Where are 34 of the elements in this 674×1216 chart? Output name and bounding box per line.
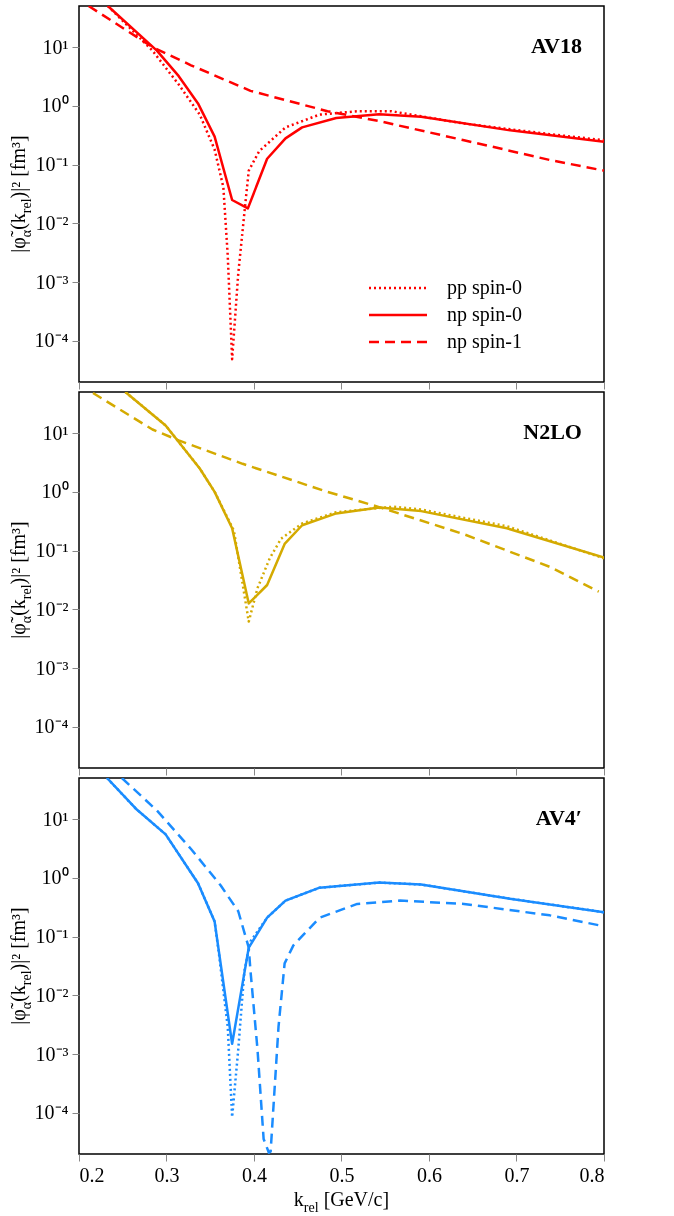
x-tick-label: 0.3: [154, 1163, 180, 1186]
y-tick-label: 10⁻⁴: [34, 715, 69, 738]
x-tick-label: 0.7: [504, 1163, 530, 1186]
text: AV4′: [535, 805, 582, 830]
y-tick-label: 10⁻²: [35, 983, 69, 1006]
y-axis-title: |φ̃α(krel)|² [fm³]: [7, 521, 34, 639]
y-axis-title: |φ̃α(krel)|² [fm³]: [7, 907, 34, 1025]
text: N2LO: [523, 419, 582, 444]
legend-label: np spin-1: [447, 330, 522, 353]
y-tick-label: 10⁻³: [35, 656, 69, 679]
text: AV18: [531, 33, 582, 58]
y-tick-label: 10¹: [42, 807, 69, 830]
y-tick-label: 10¹: [42, 35, 69, 58]
y-tick-label: 10⁻¹: [35, 925, 69, 948]
y-axis-title: |φ̃α(krel)|² [fm³]: [7, 135, 34, 253]
legend-label: np spin-0: [447, 303, 522, 326]
y-tick-label: 10⁰: [41, 94, 69, 117]
y-tick-label: 10⁻⁴: [34, 1101, 69, 1124]
y-tick-label: 10⁻⁴: [34, 329, 69, 352]
x-tick-label: 0.6: [417, 1163, 442, 1186]
x-tick-label: 0.8: [579, 1163, 605, 1186]
y-tick-label: 10⁰: [41, 866, 69, 889]
y-tick-label: 10⁻³: [35, 270, 69, 293]
x-tick-label: 0.4: [242, 1163, 267, 1186]
y-tick-label: 10¹: [42, 421, 69, 444]
x-tick-label: 0.5: [329, 1163, 355, 1186]
y-tick-label: 10⁰: [41, 480, 69, 503]
y-tick-label: 10⁻²: [35, 597, 69, 620]
legend-label: pp spin-0: [447, 276, 522, 299]
y-tick-label: 10⁻¹: [35, 153, 69, 176]
y-tick-label: 10⁻²: [35, 211, 69, 234]
y-tick-label: 10⁻³: [35, 1042, 69, 1065]
y-tick-label: 10⁻¹: [35, 539, 69, 562]
x-tick-label: 0.2: [79, 1163, 105, 1186]
